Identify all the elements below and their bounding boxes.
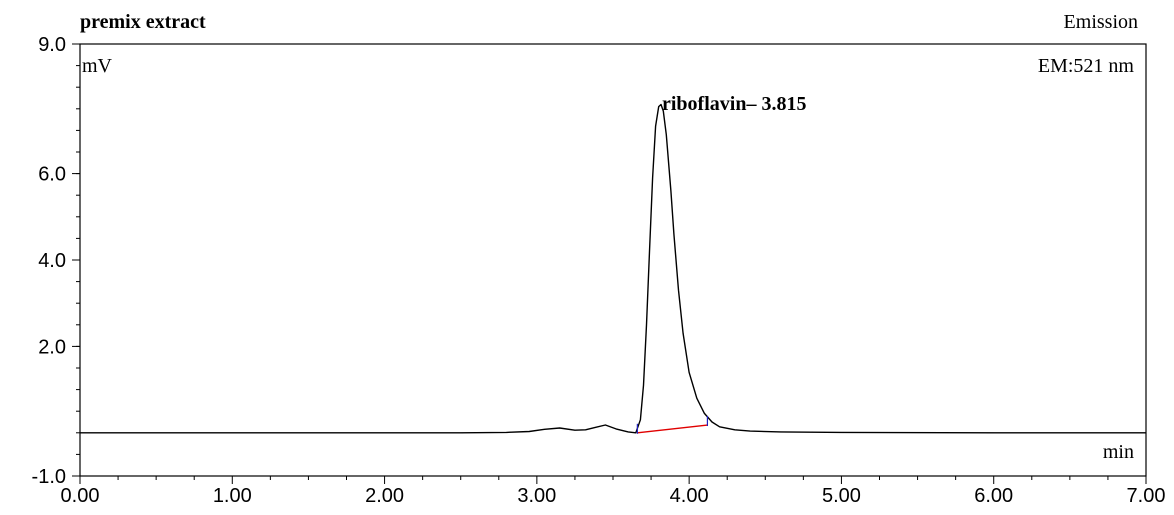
x-tick-label: 5.00 <box>822 485 861 507</box>
peak-label: riboflavin– 3.815 <box>662 93 806 115</box>
y-tick-label: 2.0 <box>38 336 66 358</box>
x-tick-label: 2.00 <box>365 485 404 507</box>
y-tick-label: 6.0 <box>38 164 66 186</box>
chart-marks <box>80 103 1146 434</box>
signal-trace <box>80 103 1146 434</box>
x-tick-label: 3.00 <box>517 485 556 507</box>
emission-label: Emission <box>1064 11 1138 33</box>
x-axis-unit-label: min <box>1103 441 1134 463</box>
y-tick-label: 4.0 <box>38 250 66 272</box>
x-tick-label: 1.00 <box>213 485 252 507</box>
y-axis-unit-label: mV <box>82 55 113 77</box>
y-tick-label: -1.0 <box>32 466 66 488</box>
x-tick-label: 6.00 <box>974 485 1013 507</box>
plot-frame <box>79 43 1147 477</box>
x-tick-label: 4.00 <box>670 485 709 507</box>
x-tick-label: 0.00 <box>61 485 100 507</box>
integration-baseline <box>637 424 708 434</box>
axis-ticks: 0.00 1.00 2.00 3.00 4.00 5.00 6.00 7.00 -1.0 2.0 4… <box>32 34 1166 507</box>
x-tick-label: 7.00 <box>1127 485 1166 507</box>
y-tick-label: 9.0 <box>38 34 66 56</box>
detector-label: EM:521 nm <box>1038 55 1135 77</box>
chart-title: premix extract <box>80 11 206 33</box>
